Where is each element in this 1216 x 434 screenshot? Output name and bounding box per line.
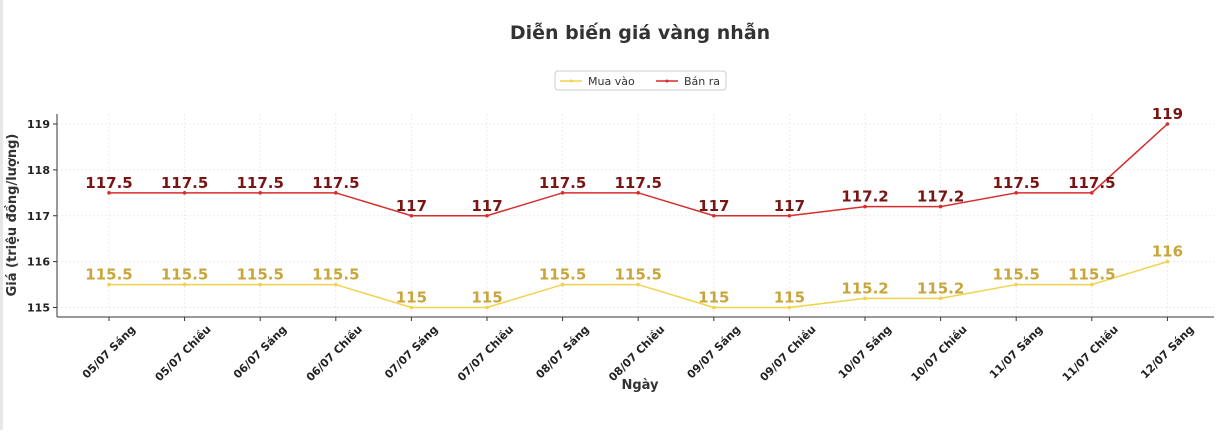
data-point <box>712 305 716 310</box>
data-label: 115.5 <box>539 266 586 284</box>
data-label: 115.2 <box>841 279 888 297</box>
y-axis-label: Giá (triệu đồng/lượng) <box>5 134 20 297</box>
data-point <box>1014 282 1018 287</box>
x-tick-label: 07/07 Chiều <box>455 323 516 384</box>
data-label: 117.5 <box>161 174 208 192</box>
x-tick-label: 09/07 Chiều <box>757 323 818 384</box>
data-point <box>938 296 943 301</box>
data-label: 115.5 <box>614 266 661 284</box>
data-point <box>787 305 792 310</box>
y-tick-label: 116 <box>27 256 50 269</box>
data-label: 117.5 <box>312 174 359 192</box>
data-label: 117.5 <box>236 174 283 192</box>
chart-title: Diễn biến giá vàng nhẫn <box>510 20 770 44</box>
data-point <box>258 282 263 287</box>
data-label: 115 <box>774 289 805 307</box>
x-tick-label: 08/07 Sáng <box>533 323 591 381</box>
data-label: 117.5 <box>85 174 132 192</box>
data-label: 115.2 <box>917 279 964 297</box>
data-point <box>863 204 867 209</box>
legend-box <box>554 70 727 91</box>
x-tick-label: 06/07 Sáng <box>231 323 289 381</box>
data-point <box>636 282 640 287</box>
data-label: 115.5 <box>992 266 1039 284</box>
data-point <box>107 191 111 195</box>
data-label: 117.5 <box>614 174 661 192</box>
data-point <box>1090 282 1094 287</box>
data-point <box>334 282 338 287</box>
x-tick-label: 11/07 Sáng <box>987 323 1045 381</box>
y-tick-label: 119 <box>27 118 50 131</box>
data-point <box>787 213 792 218</box>
x-tick-label: 12/07 Sáng <box>1138 323 1196 381</box>
y-tick-label: 117 <box>27 210 50 223</box>
frame-border <box>0 0 3 430</box>
data-label: 117 <box>698 197 729 215</box>
data-label: 115.5 <box>1068 266 1115 284</box>
legend-marker <box>665 79 669 83</box>
data-point <box>1014 191 1018 195</box>
data-label: 115 <box>698 289 729 307</box>
data-label: 115.5 <box>85 266 132 284</box>
data-point <box>560 191 565 195</box>
x-tick-label: 10/07 Sáng <box>836 323 894 381</box>
data-point <box>712 213 716 218</box>
legend-label: Bán ra <box>684 75 720 88</box>
data-point <box>485 213 489 218</box>
x-tick-label: 07/07 Sáng <box>382 323 440 381</box>
x-tick-label: 10/07 Chiều <box>909 323 970 384</box>
data-label: 117.2 <box>841 188 888 206</box>
data-label: 117.5 <box>992 174 1039 192</box>
data-label: 115 <box>471 289 502 307</box>
data-point <box>182 191 187 195</box>
data-point <box>938 204 943 209</box>
data-label: 117 <box>774 197 805 215</box>
data-label: 115.5 <box>236 266 283 284</box>
x-axis-label: Ngày <box>621 378 659 393</box>
data-point <box>560 282 565 287</box>
data-label: 119 <box>1152 105 1183 123</box>
x-tick-label: 11/07 Chiều <box>1060 323 1121 384</box>
legend-label: Mua vào <box>588 75 635 88</box>
data-label: 117 <box>396 197 427 215</box>
data-label: 117 <box>471 197 502 215</box>
data-label: 115.5 <box>161 266 208 284</box>
data-label: 117.5 <box>1068 174 1115 192</box>
legend-marker <box>569 79 573 83</box>
data-point <box>409 213 414 218</box>
data-point <box>409 305 414 310</box>
data-point <box>1165 122 1170 126</box>
data-label: 115.5 <box>312 266 359 284</box>
data-label: 115 <box>396 289 427 307</box>
x-tick-label: 05/07 Chiều <box>153 323 214 384</box>
data-point <box>636 191 640 195</box>
data-point <box>182 282 187 287</box>
data-point <box>107 282 111 287</box>
x-tick-label: 06/07 Chiều <box>304 323 365 384</box>
y-tick-label: 118 <box>27 164 50 177</box>
x-tick-label: 05/07 Sáng <box>80 323 138 381</box>
x-tick-label: 09/07 Sáng <box>685 323 743 381</box>
data-point <box>258 191 263 195</box>
y-tick-label: 115 <box>27 302 50 315</box>
data-label: 117.2 <box>917 188 964 206</box>
data-point <box>485 305 489 310</box>
data-label: 116 <box>1152 243 1183 261</box>
data-point <box>334 191 338 195</box>
data-point <box>863 296 867 301</box>
data-point <box>1090 191 1094 195</box>
data-label: 117.5 <box>539 174 586 192</box>
x-tick-label: 08/07 Chiều <box>606 323 667 384</box>
data-point <box>1165 259 1170 264</box>
